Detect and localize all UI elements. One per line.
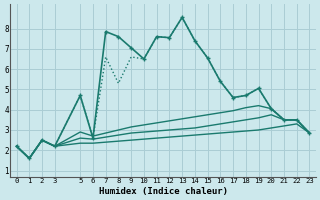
X-axis label: Humidex (Indice chaleur): Humidex (Indice chaleur) <box>99 187 228 196</box>
